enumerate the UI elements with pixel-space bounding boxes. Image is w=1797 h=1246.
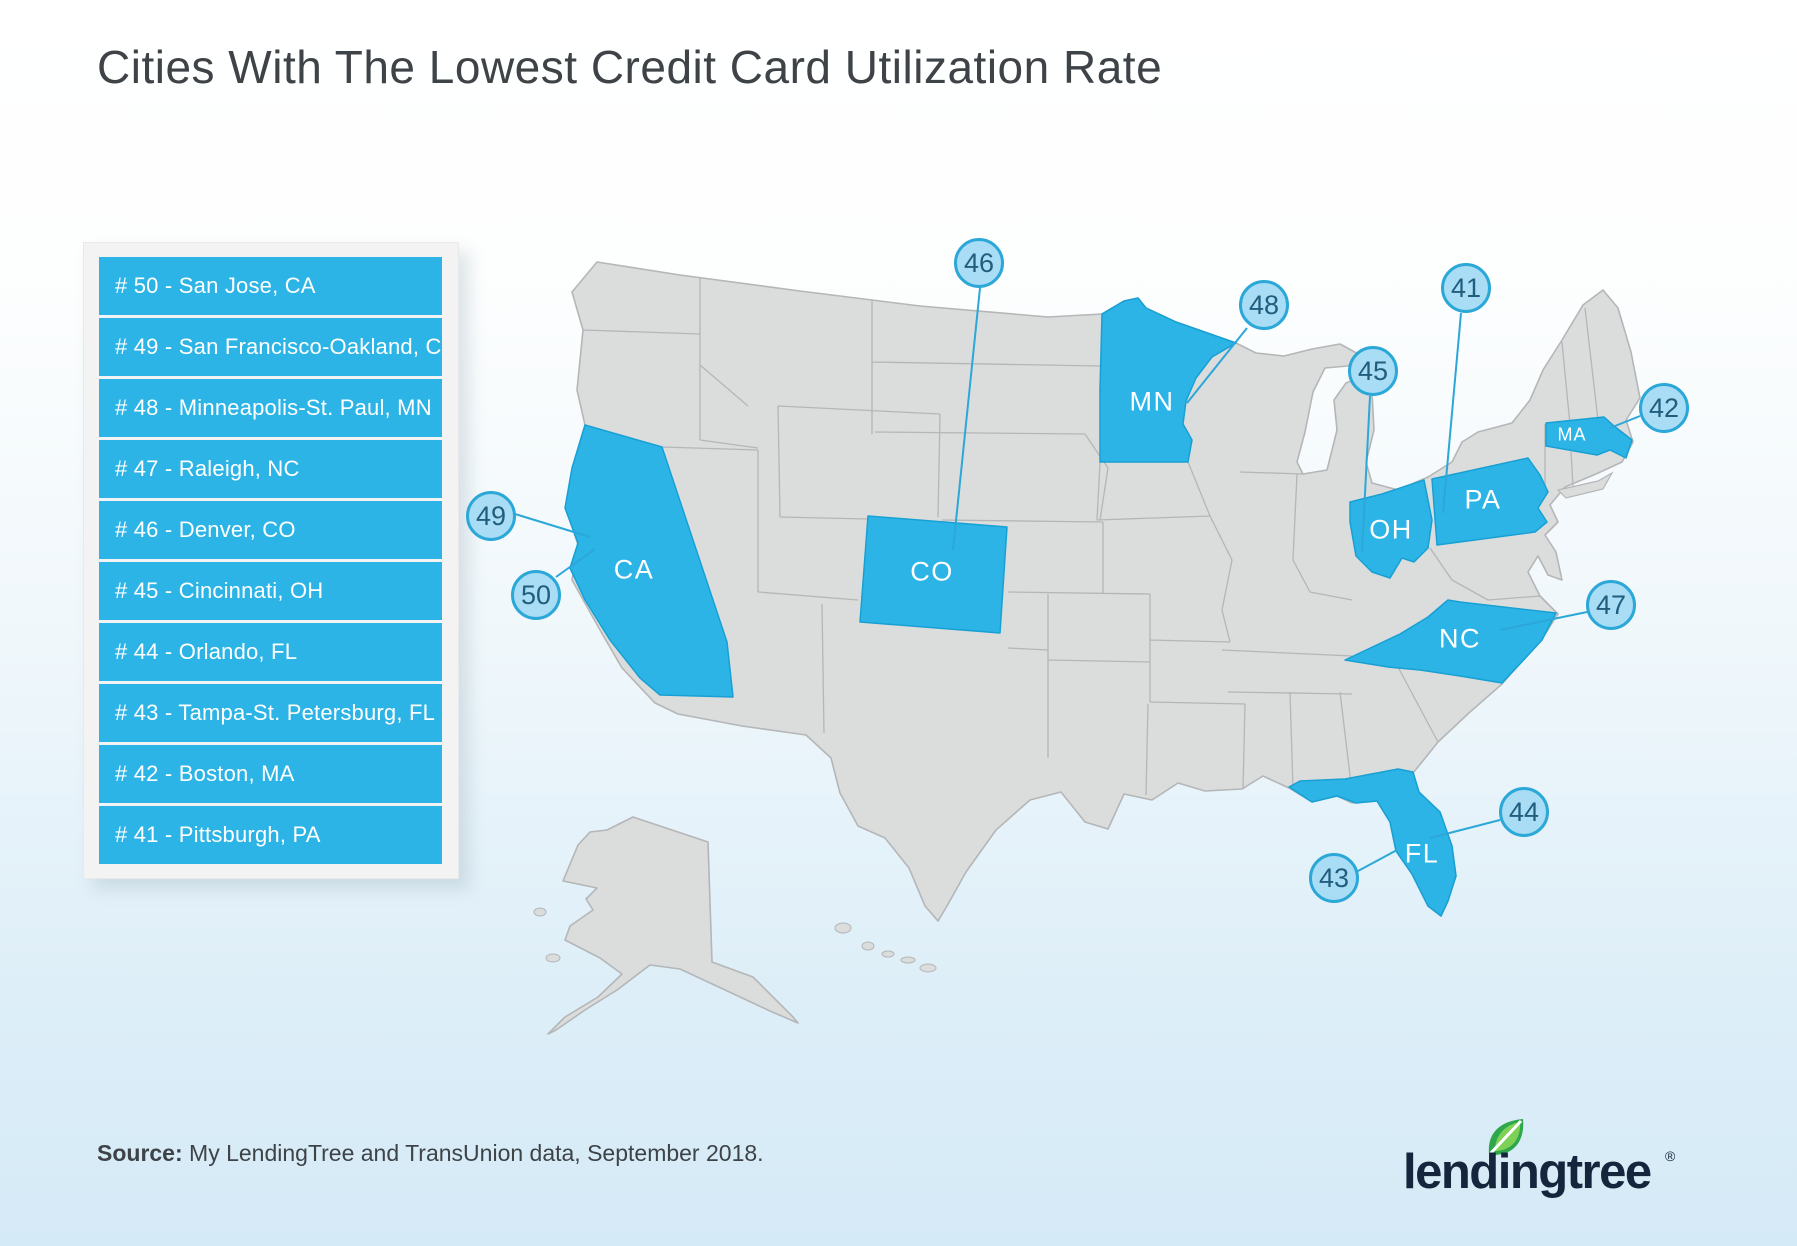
rank-bubble-41: 41 xyxy=(1441,263,1491,313)
state-OH xyxy=(1349,479,1433,579)
rank-bubble-46: 46 xyxy=(954,238,1004,288)
state-label-MA: MA xyxy=(1557,424,1587,445)
state-label-MN: MN xyxy=(1129,386,1175,417)
highlighted-states xyxy=(564,297,1633,917)
state-borders xyxy=(582,278,1599,796)
legend-item-44: # 44 - Orlando, FL xyxy=(99,623,442,681)
rank-bubble-49: 49 xyxy=(466,491,516,541)
state-NC xyxy=(1344,599,1557,684)
rank-bubble-45: 45 xyxy=(1348,346,1398,396)
ranking-legend-panel: # 50 - San Jose, CA # 49 - San Francisco… xyxy=(83,242,459,879)
lendingtree-logo: lendingtree ® xyxy=(1403,1118,1713,1208)
state-label-OH: OH xyxy=(1369,514,1413,545)
legend-item-43: # 43 - Tampa-St. Petersburg, FL xyxy=(99,684,442,742)
legend-item-50: # 50 - San Jose, CA xyxy=(99,257,442,315)
marker-leader-lines xyxy=(514,287,1641,872)
long-island xyxy=(1556,471,1614,499)
source-text: My LendingTree and TransUnion data, Sept… xyxy=(182,1140,764,1166)
state-label-CO: CO xyxy=(910,556,954,587)
state-CA xyxy=(564,424,734,698)
legend-item-49: # 49 - San Francisco-Oakland, CA xyxy=(99,318,442,376)
logo-wordmark: lendingtree xyxy=(1403,1145,1652,1199)
source-line: Source: My LendingTree and TransUnion da… xyxy=(97,1140,764,1167)
rank-bubble-50: 50 xyxy=(511,570,561,620)
page-title: Cities With The Lowest Credit Card Utili… xyxy=(97,41,1163,93)
legend-item-48: # 48 - Minneapolis-St. Paul, MN xyxy=(99,379,442,437)
legend-item-42: # 42 - Boston, MA xyxy=(99,745,442,803)
state-label-FL: FL xyxy=(1404,838,1440,869)
logo-registered-mark: ® xyxy=(1665,1148,1676,1164)
rank-bubble-48: 48 xyxy=(1239,280,1289,330)
state-label-NC: NC xyxy=(1439,623,1481,654)
legend-item-45: # 45 - Cincinnati, OH xyxy=(99,562,442,620)
legend-item-47: # 47 - Raleigh, NC xyxy=(99,440,442,498)
leaf-icon xyxy=(1488,1119,1524,1156)
alaska xyxy=(547,816,799,1035)
state-label-CA: CA xyxy=(613,554,655,585)
state-MN xyxy=(1099,297,1237,463)
rank-bubble-47: 47 xyxy=(1586,580,1636,630)
source-label: Source: xyxy=(97,1140,183,1166)
state-PA xyxy=(1431,457,1549,546)
state-label-PA: PA xyxy=(1464,484,1502,515)
rank-bubble-44: 44 xyxy=(1499,787,1549,837)
rank-bubble-43: 43 xyxy=(1309,853,1359,903)
legend-item-46: # 46 - Denver, CO xyxy=(99,501,442,559)
rank-bubble-42: 42 xyxy=(1639,383,1689,433)
islands xyxy=(533,907,937,973)
legend-item-41: # 41 - Pittsburgh, PA xyxy=(99,806,442,864)
state-CO xyxy=(859,515,1008,634)
state-FL xyxy=(1288,768,1457,917)
